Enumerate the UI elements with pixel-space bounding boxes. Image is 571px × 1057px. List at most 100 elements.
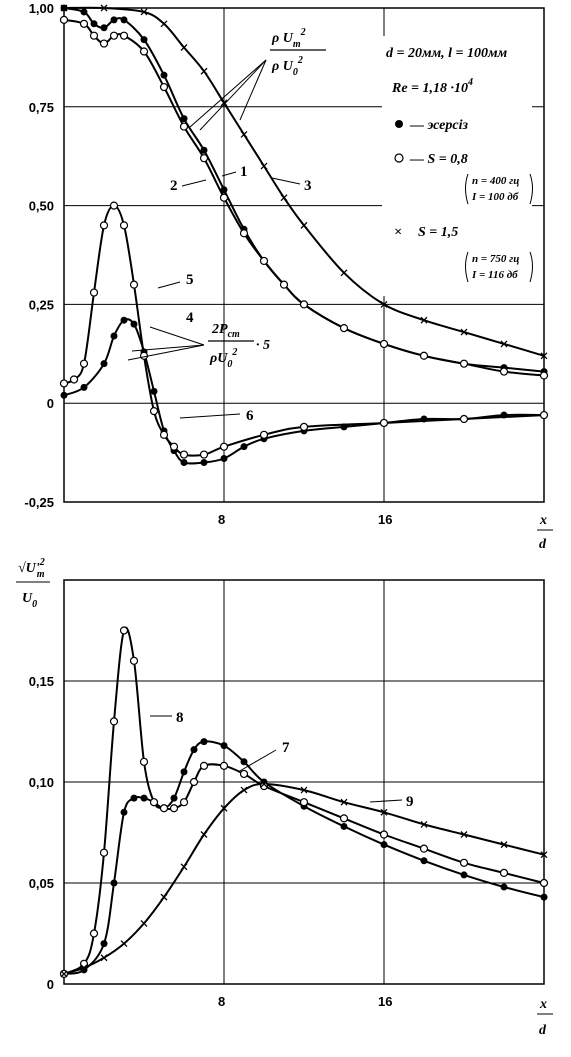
curve-label-1: 1	[240, 164, 248, 180]
point-series-3	[340, 269, 348, 277]
params-label: d = 20мм, l = 100мм	[386, 46, 508, 61]
point-series-2	[219, 193, 229, 202]
point-series-5	[69, 375, 79, 384]
bottom-chart: 8 160,150,100,050 7 8 9 √U'2 m U0 x d	[16, 557, 553, 1038]
point-series-4	[150, 387, 158, 395]
point-series-9	[160, 893, 168, 901]
point-series-3	[240, 131, 248, 138]
bottom-xlabel-den: d	[539, 1023, 547, 1038]
point-series-8	[499, 868, 509, 878]
legend-s08-bracket	[465, 173, 533, 205]
ratio-num-sup: 2	[300, 27, 306, 38]
point-series-8	[459, 858, 469, 867]
point-series-4	[180, 458, 188, 466]
point-series-7	[540, 893, 548, 901]
series-line-7	[63, 740, 545, 975]
point-series-7	[340, 822, 348, 830]
point-series-8	[119, 626, 129, 635]
point-series-8	[139, 757, 149, 766]
point-series-5	[219, 442, 229, 451]
point-series-7	[80, 966, 88, 974]
point-series-5	[159, 430, 169, 439]
curve-label-8: 8	[176, 710, 184, 726]
reynolds-text: Re = 1,18 ·10	[391, 81, 468, 96]
curve-label-1-leader	[221, 171, 237, 177]
point-series-2	[99, 39, 109, 48]
point-series-9	[80, 964, 88, 972]
bottom-ylabel-den-text: U	[22, 591, 33, 606]
bottom-ylabel-den: U0	[22, 591, 37, 610]
y-tick-label: 0,15	[29, 674, 54, 689]
point-series-3	[540, 352, 548, 360]
point-series-2	[499, 367, 509, 376]
point-series-4	[100, 360, 108, 368]
ratio-den-sub: 0	[293, 67, 298, 78]
point-series-8	[189, 777, 199, 787]
point-series-2	[139, 47, 149, 56]
legend-box	[382, 36, 532, 296]
point-series-4	[130, 320, 138, 328]
point-series-3	[300, 221, 308, 229]
point-series-2	[259, 256, 269, 266]
top-chart: 8 161,000,750,500,250-0,25 d = 20мм, l = …	[24, 1, 553, 552]
legend-s08-freq: n = 400 гц	[472, 175, 519, 187]
point-series-7	[240, 758, 248, 766]
curve-label-6-leader	[179, 413, 241, 419]
ratio-den-sup: 2	[297, 55, 303, 66]
point-series-8	[259, 781, 269, 791]
bottom-chart-ticks: 8 16 0,15 0,10 0,05 0	[29, 674, 393, 1009]
series-line-9	[63, 782, 545, 975]
point-series-4	[240, 443, 248, 451]
legend-marker-experiment	[395, 120, 403, 128]
point-series-5	[299, 422, 309, 432]
point-series-8	[89, 929, 99, 938]
point-series-9	[460, 831, 468, 838]
point-series-2	[459, 359, 469, 368]
bottom-ylabel-num: √U'2 m	[18, 557, 45, 580]
point-series-1	[180, 115, 188, 123]
curve-label-5-leader	[157, 281, 181, 289]
point-series-9	[380, 808, 388, 816]
y-tick-label: 0,50	[29, 199, 54, 214]
legend-marker-s15: ×	[394, 225, 402, 240]
point-series-9	[100, 954, 108, 962]
ratio-denominator: ρ U02	[271, 55, 303, 78]
point-series-8	[219, 761, 229, 770]
top-xlabel-num: x	[539, 513, 547, 528]
point-series-3	[280, 194, 288, 202]
point-series-3	[380, 300, 388, 308]
point-series-5	[179, 450, 189, 459]
point-series-3	[460, 328, 468, 336]
curve-label-7-leader	[237, 749, 277, 773]
point-series-8	[129, 656, 139, 665]
point-series-1	[120, 16, 128, 24]
point-series-2	[159, 82, 169, 92]
pointer-to-curve-3	[239, 59, 267, 121]
pressure-scale: · 5	[256, 338, 270, 353]
legend-label-s15: S = 1,5	[418, 225, 458, 240]
point-series-3	[200, 67, 208, 75]
ratio-numerator: ρ Um2	[271, 27, 306, 50]
ratio-num-text: ρ U	[271, 31, 294, 46]
point-series-8	[419, 844, 429, 853]
point-series-2	[109, 31, 119, 40]
point-series-5	[109, 201, 119, 210]
pressure-numerator: 2Pст	[211, 322, 240, 340]
point-series-5	[199, 450, 209, 459]
point-series-4	[60, 391, 68, 399]
x-tick-label: 16	[378, 994, 392, 1009]
point-series-4	[200, 458, 208, 466]
point-series-7	[190, 746, 198, 754]
point-series-5	[99, 221, 109, 230]
pressure-denominator: ρU02	[209, 347, 237, 370]
y-tick-label: 0	[47, 977, 54, 992]
point-series-5	[149, 407, 159, 416]
pressure-num-sub: ст	[228, 329, 240, 340]
point-series-2	[339, 324, 349, 333]
curve-label-2-leader	[181, 179, 207, 187]
point-series-5	[79, 359, 89, 368]
point-series-2	[379, 339, 389, 349]
point-series-3	[180, 44, 188, 51]
pressure-pointer-c	[149, 326, 205, 346]
point-series-5	[379, 418, 389, 428]
